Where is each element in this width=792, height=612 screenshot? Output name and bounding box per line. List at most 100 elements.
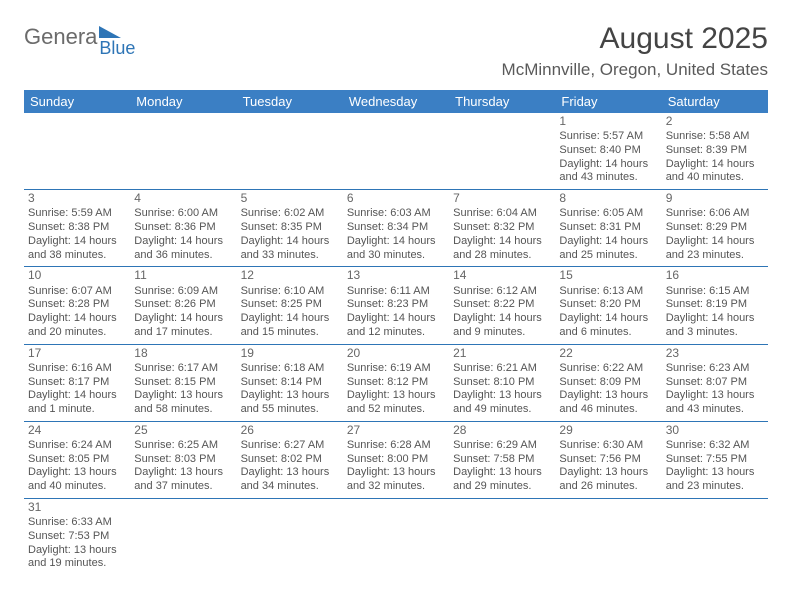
day-details: Sunrise: 6:11 AMSunset: 8:23 PMDaylight:… — [343, 284, 449, 344]
calendar-day-cell: 10Sunrise: 6:07 AMSunset: 8:28 PMDayligh… — [24, 267, 130, 344]
calendar-day-cell: 13Sunrise: 6:11 AMSunset: 8:23 PMDayligh… — [343, 267, 449, 344]
calendar-day-cell — [343, 498, 449, 575]
day-number: 12 — [237, 267, 343, 283]
day-number: 31 — [24, 499, 130, 515]
calendar-day-cell: 25Sunrise: 6:25 AMSunset: 8:03 PMDayligh… — [130, 421, 236, 498]
calendar-day-cell: 23Sunrise: 6:23 AMSunset: 8:07 PMDayligh… — [662, 344, 768, 421]
day-number: 27 — [343, 422, 449, 438]
calendar-day-cell: 8Sunrise: 6:05 AMSunset: 8:31 PMDaylight… — [555, 190, 661, 267]
day-number: 23 — [662, 345, 768, 361]
day-number: 10 — [24, 267, 130, 283]
day-number: 30 — [662, 422, 768, 438]
calendar-week-row: 24Sunrise: 6:24 AMSunset: 8:05 PMDayligh… — [24, 421, 768, 498]
calendar-day-cell: 16Sunrise: 6:15 AMSunset: 8:19 PMDayligh… — [662, 267, 768, 344]
calendar-day-cell — [343, 113, 449, 190]
day-number: 7 — [449, 190, 555, 206]
day-number: 16 — [662, 267, 768, 283]
day-number: 15 — [555, 267, 661, 283]
day-details: Sunrise: 6:17 AMSunset: 8:15 PMDaylight:… — [130, 361, 236, 421]
day-details: Sunrise: 6:12 AMSunset: 8:22 PMDaylight:… — [449, 284, 555, 344]
day-details: Sunrise: 6:10 AMSunset: 8:25 PMDaylight:… — [237, 284, 343, 344]
calendar-day-cell: 5Sunrise: 6:02 AMSunset: 8:35 PMDaylight… — [237, 190, 343, 267]
calendar-day-cell: 21Sunrise: 6:21 AMSunset: 8:10 PMDayligh… — [449, 344, 555, 421]
day-number: 26 — [237, 422, 343, 438]
weekday-header: Friday — [555, 90, 661, 113]
location-subtitle: McMinnville, Oregon, United States — [502, 60, 768, 80]
day-details: Sunrise: 5:59 AMSunset: 8:38 PMDaylight:… — [24, 206, 130, 266]
day-number: 19 — [237, 345, 343, 361]
calendar-day-cell: 6Sunrise: 6:03 AMSunset: 8:34 PMDaylight… — [343, 190, 449, 267]
title-block: August 2025 McMinnville, Oregon, United … — [502, 22, 768, 80]
day-details: Sunrise: 6:09 AMSunset: 8:26 PMDaylight:… — [130, 284, 236, 344]
day-details: Sunrise: 6:33 AMSunset: 7:53 PMDaylight:… — [24, 515, 130, 575]
calendar-day-cell — [237, 498, 343, 575]
day-details: Sunrise: 6:07 AMSunset: 8:28 PMDaylight:… — [24, 284, 130, 344]
calendar-header-row: SundayMondayTuesdayWednesdayThursdayFrid… — [24, 90, 768, 113]
day-details: Sunrise: 6:19 AMSunset: 8:12 PMDaylight:… — [343, 361, 449, 421]
calendar-day-cell — [555, 498, 661, 575]
weekday-header: Sunday — [24, 90, 130, 113]
weekday-header: Wednesday — [343, 90, 449, 113]
day-details: Sunrise: 6:04 AMSunset: 8:32 PMDaylight:… — [449, 206, 555, 266]
month-title: August 2025 — [502, 22, 768, 56]
day-number: 29 — [555, 422, 661, 438]
calendar-day-cell: 2Sunrise: 5:58 AMSunset: 8:39 PMDaylight… — [662, 113, 768, 190]
calendar-day-cell: 20Sunrise: 6:19 AMSunset: 8:12 PMDayligh… — [343, 344, 449, 421]
calendar-table: SundayMondayTuesdayWednesdayThursdayFrid… — [24, 90, 768, 575]
day-details: Sunrise: 6:06 AMSunset: 8:29 PMDaylight:… — [662, 206, 768, 266]
day-number: 24 — [24, 422, 130, 438]
calendar-day-cell: 1Sunrise: 5:57 AMSunset: 8:40 PMDaylight… — [555, 113, 661, 190]
day-details: Sunrise: 6:28 AMSunset: 8:00 PMDaylight:… — [343, 438, 449, 498]
day-number: 1 — [555, 113, 661, 129]
calendar-day-cell: 30Sunrise: 6:32 AMSunset: 7:55 PMDayligh… — [662, 421, 768, 498]
brand-word2: Blue — [99, 39, 135, 57]
day-number: 28 — [449, 422, 555, 438]
day-number: 14 — [449, 267, 555, 283]
brand-word1: Genera — [24, 26, 97, 48]
day-details: Sunrise: 6:00 AMSunset: 8:36 PMDaylight:… — [130, 206, 236, 266]
day-details: Sunrise: 5:58 AMSunset: 8:39 PMDaylight:… — [662, 129, 768, 189]
day-details: Sunrise: 6:29 AMSunset: 7:58 PMDaylight:… — [449, 438, 555, 498]
calendar-day-cell — [662, 498, 768, 575]
day-details: Sunrise: 5:57 AMSunset: 8:40 PMDaylight:… — [555, 129, 661, 189]
calendar-day-cell: 31Sunrise: 6:33 AMSunset: 7:53 PMDayligh… — [24, 498, 130, 575]
calendar-day-cell: 22Sunrise: 6:22 AMSunset: 8:09 PMDayligh… — [555, 344, 661, 421]
day-number: 13 — [343, 267, 449, 283]
day-number: 25 — [130, 422, 236, 438]
calendar-day-cell: 28Sunrise: 6:29 AMSunset: 7:58 PMDayligh… — [449, 421, 555, 498]
calendar-day-cell: 19Sunrise: 6:18 AMSunset: 8:14 PMDayligh… — [237, 344, 343, 421]
calendar-week-row: 3Sunrise: 5:59 AMSunset: 8:38 PMDaylight… — [24, 190, 768, 267]
calendar-day-cell — [237, 113, 343, 190]
brand-logo: Genera Blue — [24, 26, 135, 57]
calendar-day-cell — [449, 498, 555, 575]
day-number: 8 — [555, 190, 661, 206]
calendar-day-cell — [449, 113, 555, 190]
day-details: Sunrise: 6:13 AMSunset: 8:20 PMDaylight:… — [555, 284, 661, 344]
day-number: 3 — [24, 190, 130, 206]
calendar-week-row: 17Sunrise: 6:16 AMSunset: 8:17 PMDayligh… — [24, 344, 768, 421]
weekday-header: Thursday — [449, 90, 555, 113]
day-details: Sunrise: 6:22 AMSunset: 8:09 PMDaylight:… — [555, 361, 661, 421]
day-details: Sunrise: 6:30 AMSunset: 7:56 PMDaylight:… — [555, 438, 661, 498]
day-details: Sunrise: 6:05 AMSunset: 8:31 PMDaylight:… — [555, 206, 661, 266]
day-details: Sunrise: 6:21 AMSunset: 8:10 PMDaylight:… — [449, 361, 555, 421]
calendar-day-cell: 29Sunrise: 6:30 AMSunset: 7:56 PMDayligh… — [555, 421, 661, 498]
day-number: 6 — [343, 190, 449, 206]
day-details: Sunrise: 6:23 AMSunset: 8:07 PMDaylight:… — [662, 361, 768, 421]
day-number: 5 — [237, 190, 343, 206]
calendar-day-cell: 7Sunrise: 6:04 AMSunset: 8:32 PMDaylight… — [449, 190, 555, 267]
weekday-header: Monday — [130, 90, 236, 113]
day-details: Sunrise: 6:02 AMSunset: 8:35 PMDaylight:… — [237, 206, 343, 266]
day-details: Sunrise: 6:27 AMSunset: 8:02 PMDaylight:… — [237, 438, 343, 498]
day-number: 9 — [662, 190, 768, 206]
calendar-week-row: 1Sunrise: 5:57 AMSunset: 8:40 PMDaylight… — [24, 113, 768, 190]
calendar-week-row: 31Sunrise: 6:33 AMSunset: 7:53 PMDayligh… — [24, 498, 768, 575]
calendar-day-cell: 26Sunrise: 6:27 AMSunset: 8:02 PMDayligh… — [237, 421, 343, 498]
calendar-day-cell: 9Sunrise: 6:06 AMSunset: 8:29 PMDaylight… — [662, 190, 768, 267]
day-details: Sunrise: 6:18 AMSunset: 8:14 PMDaylight:… — [237, 361, 343, 421]
calendar-week-row: 10Sunrise: 6:07 AMSunset: 8:28 PMDayligh… — [24, 267, 768, 344]
page-header: Genera Blue August 2025 McMinnville, Ore… — [24, 22, 768, 80]
day-number: 4 — [130, 190, 236, 206]
calendar-day-cell: 12Sunrise: 6:10 AMSunset: 8:25 PMDayligh… — [237, 267, 343, 344]
day-number: 17 — [24, 345, 130, 361]
